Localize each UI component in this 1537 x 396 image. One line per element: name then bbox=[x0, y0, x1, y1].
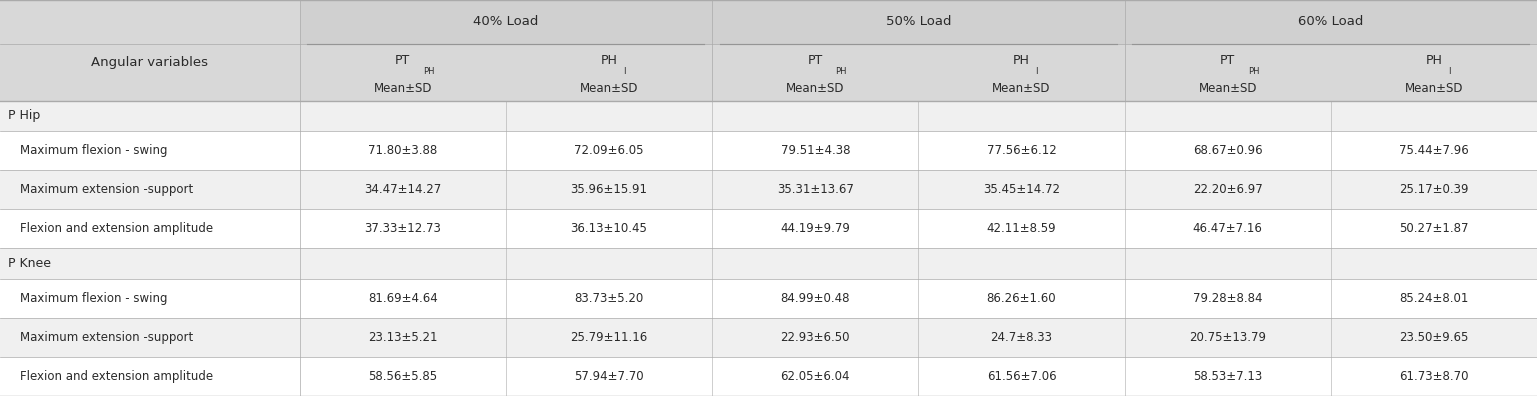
Text: Mean±SD: Mean±SD bbox=[579, 82, 638, 95]
Text: Maximum flexion - swing: Maximum flexion - swing bbox=[20, 144, 168, 157]
Text: 20.75±13.79: 20.75±13.79 bbox=[1190, 331, 1266, 344]
Text: 60% Load: 60% Load bbox=[1299, 15, 1363, 29]
Text: 22.20±6.97: 22.20±6.97 bbox=[1193, 183, 1262, 196]
Text: 86.26±1.60: 86.26±1.60 bbox=[987, 291, 1056, 305]
Text: 25.79±11.16: 25.79±11.16 bbox=[570, 331, 647, 344]
Text: Flexion and extension amplitude: Flexion and extension amplitude bbox=[20, 370, 214, 383]
Text: PH: PH bbox=[423, 67, 435, 76]
Text: 23.13±5.21: 23.13±5.21 bbox=[367, 331, 438, 344]
Text: 79.28±8.84: 79.28±8.84 bbox=[1193, 291, 1262, 305]
Text: 22.93±6.50: 22.93±6.50 bbox=[781, 331, 850, 344]
Text: 50.27±1.87: 50.27±1.87 bbox=[1399, 223, 1469, 235]
Text: I: I bbox=[1036, 67, 1037, 76]
Text: 79.51±4.38: 79.51±4.38 bbox=[781, 144, 850, 157]
Text: 50% Load: 50% Load bbox=[885, 15, 951, 29]
Text: PT: PT bbox=[395, 54, 410, 67]
Text: Maximum extension -support: Maximum extension -support bbox=[20, 331, 194, 344]
Text: 68.67±0.96: 68.67±0.96 bbox=[1193, 144, 1262, 157]
Text: Mean±SD: Mean±SD bbox=[993, 82, 1051, 95]
Text: Mean±SD: Mean±SD bbox=[1405, 82, 1463, 95]
Bar bbox=[0, 170, 1537, 209]
Bar bbox=[0, 357, 1537, 396]
Bar bbox=[0, 248, 1537, 278]
Text: 25.17±0.39: 25.17±0.39 bbox=[1399, 183, 1469, 196]
Bar bbox=[0, 131, 1537, 170]
Text: PT: PT bbox=[1220, 54, 1236, 67]
Text: Maximum extension -support: Maximum extension -support bbox=[20, 183, 194, 196]
Text: 42.11±8.59: 42.11±8.59 bbox=[987, 223, 1056, 235]
Text: Mean±SD: Mean±SD bbox=[373, 82, 432, 95]
Text: PH: PH bbox=[835, 67, 847, 76]
Text: 35.96±15.91: 35.96±15.91 bbox=[570, 183, 647, 196]
Text: 75.44±7.96: 75.44±7.96 bbox=[1399, 144, 1469, 157]
Text: I: I bbox=[1448, 67, 1451, 76]
Text: 58.56±5.85: 58.56±5.85 bbox=[369, 370, 438, 383]
Text: Mean±SD: Mean±SD bbox=[785, 82, 844, 95]
Text: P Knee: P Knee bbox=[8, 257, 51, 270]
Text: Flexion and extension amplitude: Flexion and extension amplitude bbox=[20, 223, 214, 235]
Bar bbox=[300, 0, 1537, 44]
Text: PH: PH bbox=[1425, 54, 1442, 67]
Text: 35.31±13.67: 35.31±13.67 bbox=[776, 183, 853, 196]
Text: 46.47±7.16: 46.47±7.16 bbox=[1193, 223, 1262, 235]
Text: Mean±SD: Mean±SD bbox=[1199, 82, 1257, 95]
Text: 35.45±14.72: 35.45±14.72 bbox=[984, 183, 1061, 196]
Text: 85.24±8.01: 85.24±8.01 bbox=[1399, 291, 1468, 305]
Text: 81.69±4.64: 81.69±4.64 bbox=[367, 291, 438, 305]
Text: Maximum flexion - swing: Maximum flexion - swing bbox=[20, 291, 168, 305]
Bar bbox=[0, 209, 1537, 248]
Text: 36.13±10.45: 36.13±10.45 bbox=[570, 223, 647, 235]
Text: 34.47±14.27: 34.47±14.27 bbox=[364, 183, 441, 196]
Text: 84.99±0.48: 84.99±0.48 bbox=[781, 291, 850, 305]
Bar bbox=[0, 101, 1537, 131]
Text: 71.80±3.88: 71.80±3.88 bbox=[369, 144, 438, 157]
Text: 77.56±6.12: 77.56±6.12 bbox=[987, 144, 1056, 157]
Text: 37.33±12.73: 37.33±12.73 bbox=[364, 223, 441, 235]
Text: PH: PH bbox=[601, 54, 618, 67]
Text: 61.73±8.70: 61.73±8.70 bbox=[1399, 370, 1469, 383]
Bar bbox=[0, 318, 1537, 357]
Text: 44.19±9.79: 44.19±9.79 bbox=[781, 223, 850, 235]
Text: Angular variables: Angular variables bbox=[91, 56, 209, 69]
Text: PT: PT bbox=[807, 54, 822, 67]
Text: 40% Load: 40% Load bbox=[473, 15, 538, 29]
Text: P Hip: P Hip bbox=[8, 109, 40, 122]
Text: 23.50±9.65: 23.50±9.65 bbox=[1399, 331, 1468, 344]
Text: 57.94±7.70: 57.94±7.70 bbox=[575, 370, 644, 383]
Text: 24.7±8.33: 24.7±8.33 bbox=[990, 331, 1053, 344]
Bar bbox=[300, 44, 1537, 101]
Text: 62.05±6.04: 62.05±6.04 bbox=[781, 370, 850, 383]
Text: 72.09±6.05: 72.09±6.05 bbox=[575, 144, 644, 157]
Text: I: I bbox=[622, 67, 626, 76]
Text: 58.53±7.13: 58.53±7.13 bbox=[1193, 370, 1262, 383]
Text: PH: PH bbox=[1248, 67, 1259, 76]
Bar bbox=[0, 0, 300, 101]
Text: 61.56±7.06: 61.56±7.06 bbox=[987, 370, 1056, 383]
Text: 83.73±5.20: 83.73±5.20 bbox=[575, 291, 644, 305]
Bar bbox=[0, 278, 1537, 318]
Text: PH: PH bbox=[1013, 54, 1030, 67]
